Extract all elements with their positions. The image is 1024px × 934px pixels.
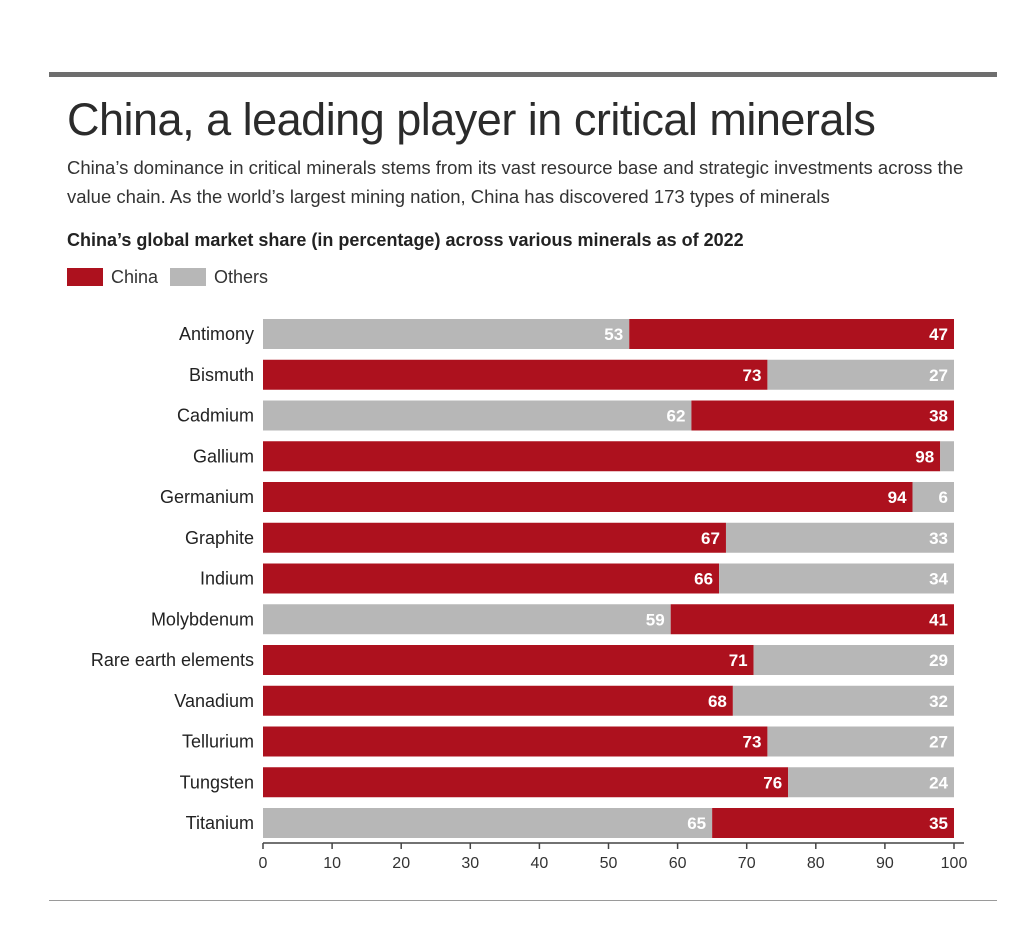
category-label: Germanium bbox=[160, 487, 254, 507]
bar-china bbox=[629, 319, 954, 349]
data-label-china: 76 bbox=[763, 773, 782, 792]
data-label-others: 34 bbox=[929, 570, 948, 589]
bar-china bbox=[670, 604, 954, 635]
category-label: Rare earth elements bbox=[91, 650, 254, 670]
bar-others bbox=[263, 400, 692, 431]
category-label: Bismuth bbox=[189, 365, 254, 385]
bar-china bbox=[263, 767, 789, 798]
x-tick-label: 70 bbox=[738, 855, 756, 872]
category-label: Tungsten bbox=[180, 772, 254, 792]
legend-swatch-others bbox=[170, 268, 207, 286]
data-label-china: 94 bbox=[888, 488, 907, 507]
page-subtitle: China’s dominance in critical minerals s… bbox=[67, 157, 964, 207]
data-label-others: 27 bbox=[929, 366, 948, 385]
bar-china bbox=[263, 441, 941, 472]
bar-others bbox=[788, 767, 954, 798]
x-tick-label: 50 bbox=[600, 855, 618, 872]
category-label: Gallium bbox=[193, 446, 254, 466]
bar-china bbox=[712, 808, 954, 838]
bar-china bbox=[691, 400, 954, 431]
x-tick-label: 100 bbox=[941, 855, 968, 872]
data-label-others: 29 bbox=[929, 651, 948, 670]
category-label: Antimony bbox=[179, 324, 254, 344]
bar-others bbox=[940, 441, 954, 472]
x-tick-label: 90 bbox=[876, 855, 894, 872]
bar-others bbox=[767, 726, 954, 757]
x-tick-label: 20 bbox=[392, 855, 410, 872]
bar-china bbox=[263, 482, 913, 512]
x-tick-label: 40 bbox=[531, 855, 549, 872]
data-label-china: 71 bbox=[729, 651, 748, 670]
data-label-others: 62 bbox=[666, 407, 685, 426]
bar-others bbox=[263, 604, 671, 635]
chart-legend: China Others bbox=[67, 265, 280, 289]
data-label-china: 73 bbox=[743, 366, 762, 385]
data-label-others: 32 bbox=[929, 692, 948, 711]
bottom-rule bbox=[49, 900, 997, 901]
data-label-china: 68 bbox=[708, 692, 727, 711]
bar-others bbox=[263, 319, 630, 349]
chart-title: China’s global market share (in percenta… bbox=[67, 230, 744, 250]
data-label-china: 67 bbox=[701, 529, 720, 548]
x-tick-label: 30 bbox=[461, 855, 479, 872]
bar-china bbox=[263, 645, 754, 675]
bar-others bbox=[719, 563, 954, 594]
legend-label-china: China bbox=[111, 266, 159, 287]
top-rule bbox=[49, 72, 997, 77]
data-label-china: 73 bbox=[743, 733, 762, 752]
legend-label-others: Others bbox=[214, 266, 269, 287]
data-label-others: 24 bbox=[929, 773, 948, 792]
bar-others bbox=[263, 808, 713, 838]
page-title: China, a leading player in critical mine… bbox=[67, 94, 876, 145]
bar-china bbox=[263, 522, 726, 553]
legend-item-china: China bbox=[67, 267, 158, 288]
legend-swatch-china bbox=[67, 268, 103, 286]
category-label: Graphite bbox=[185, 528, 254, 548]
category-label: Titanium bbox=[186, 813, 254, 833]
category-label: Tellurium bbox=[182, 732, 254, 752]
data-label-china: 41 bbox=[929, 610, 948, 629]
category-label: Indium bbox=[200, 569, 254, 589]
bar-china bbox=[263, 726, 768, 757]
bar-others bbox=[725, 522, 954, 553]
category-label: Cadmium bbox=[177, 406, 254, 426]
x-tick-label: 80 bbox=[807, 855, 825, 872]
data-label-others: 27 bbox=[929, 733, 948, 752]
data-label-china: 35 bbox=[929, 814, 948, 833]
category-label: Molybdenum bbox=[151, 609, 254, 629]
data-label-china: 98 bbox=[915, 447, 934, 466]
data-label-others: 53 bbox=[604, 325, 623, 344]
x-tick-label: 0 bbox=[259, 855, 268, 872]
data-label-china: 47 bbox=[929, 325, 948, 344]
data-label-others: 33 bbox=[929, 529, 948, 548]
data-label-china: 66 bbox=[694, 570, 713, 589]
x-tick-label: 10 bbox=[323, 855, 341, 872]
category-label: Vanadium bbox=[174, 691, 254, 711]
bar-others bbox=[767, 359, 954, 390]
bar-others bbox=[732, 685, 954, 716]
bar-china bbox=[263, 685, 733, 716]
data-label-others: 59 bbox=[646, 610, 665, 629]
x-tick-label: 60 bbox=[669, 855, 687, 872]
bar-others bbox=[912, 482, 954, 512]
bar-china bbox=[263, 359, 768, 390]
stacked-bar-chart: Antimony 53 47 Bismuth 73 27 Cadmium 62 38 Galliu… bbox=[91, 319, 968, 872]
legend-item-others: Others bbox=[170, 267, 268, 288]
data-label-china: 38 bbox=[929, 407, 948, 426]
bar-others bbox=[753, 645, 954, 675]
data-label-others: 65 bbox=[687, 814, 706, 833]
data-label-others: 6 bbox=[939, 488, 948, 507]
bar-china bbox=[263, 563, 720, 594]
